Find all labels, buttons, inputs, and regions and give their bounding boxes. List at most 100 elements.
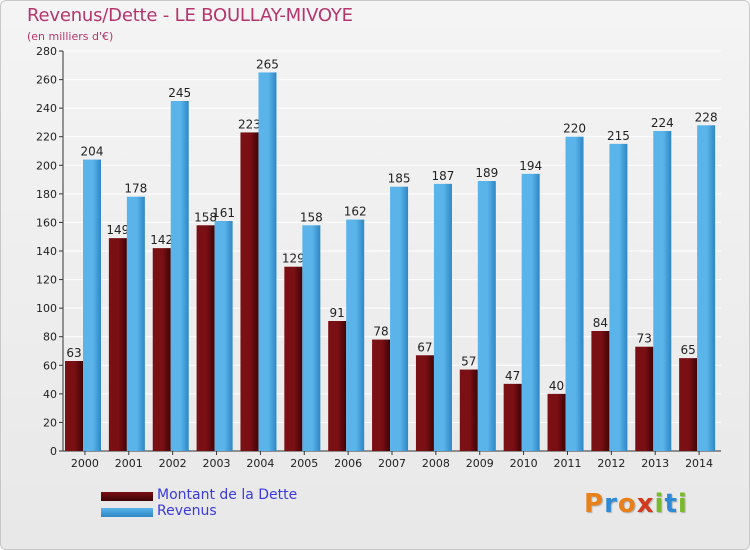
- y-tick-label: 80: [43, 331, 57, 344]
- x-tick-label: 2004: [246, 457, 274, 470]
- bar-debt: [459, 369, 478, 451]
- logo-letter: t: [664, 489, 678, 519]
- x-tick-label: 2005: [290, 457, 318, 470]
- bar-revenue: [521, 173, 540, 451]
- legend-label-revenue: Revenus: [157, 503, 217, 519]
- bar-revenue: [477, 181, 496, 451]
- legend-swatch-revenue: [101, 508, 153, 517]
- x-tick-label: 2011: [553, 457, 581, 470]
- bar-revenue: [433, 183, 452, 451]
- bar-debt: [108, 238, 127, 451]
- data-label-revenue: 224: [651, 116, 674, 130]
- data-label-revenue: 187: [431, 169, 454, 183]
- x-tick-label: 2000: [71, 457, 99, 470]
- logo-letter: i: [677, 489, 688, 519]
- logo-letter: r: [604, 489, 618, 519]
- logo-letter: x: [636, 489, 655, 519]
- data-label-debt: 63: [66, 346, 81, 360]
- x-tick-label: 2002: [159, 457, 187, 470]
- data-label-revenue: 189: [475, 166, 498, 180]
- y-tick-label: 180: [36, 188, 57, 201]
- y-tick-label: 240: [36, 102, 57, 115]
- bar-revenue: [170, 101, 189, 451]
- data-label-revenue: 178: [124, 182, 147, 196]
- y-tick-label: 120: [36, 274, 57, 287]
- x-tick-label: 2007: [378, 457, 406, 470]
- bar-debt: [65, 361, 83, 451]
- proxiti-logo: Proxiti: [584, 489, 688, 519]
- bar-revenue: [214, 221, 233, 451]
- data-label-debt: 129: [282, 252, 305, 266]
- data-label-debt: 223: [238, 117, 261, 131]
- bar-revenue: [346, 219, 365, 451]
- bar-debt: [415, 355, 434, 451]
- y-tick-label: 220: [36, 131, 57, 144]
- bar-revenue: [258, 72, 277, 451]
- y-tick-label: 160: [36, 216, 57, 229]
- data-label-debt: 78: [373, 325, 388, 339]
- x-tick-label: 2010: [510, 457, 538, 470]
- bar-revenue: [609, 143, 628, 451]
- bar-debt: [503, 383, 522, 451]
- y-tick-label: 100: [36, 302, 57, 315]
- logo-letter: i: [654, 489, 665, 519]
- bar-revenue: [565, 136, 584, 451]
- bar-revenue: [653, 131, 672, 451]
- x-tick-label: 2003: [203, 457, 231, 470]
- y-tick-label: 260: [36, 74, 57, 87]
- bar-debt: [679, 358, 698, 451]
- x-tick-label: 2012: [597, 457, 625, 470]
- y-tick-label: 20: [43, 416, 57, 429]
- bar-revenue: [390, 186, 409, 451]
- data-label-debt: 142: [150, 233, 173, 247]
- data-label-revenue: 185: [388, 172, 411, 186]
- data-label-debt: 91: [330, 306, 345, 320]
- data-label-revenue: 194: [519, 159, 542, 173]
- bar-debt: [152, 248, 171, 451]
- data-label-revenue: 162: [344, 205, 367, 219]
- data-label-debt: 65: [680, 343, 695, 357]
- legend-swatch-debt: [101, 492, 153, 501]
- data-label-debt: 73: [637, 332, 652, 346]
- chart-title: Revenus/Dette - LE BOULLAY-MIVOYE: [27, 5, 353, 26]
- x-tick-label: 2013: [641, 457, 669, 470]
- data-label-revenue: 204: [81, 145, 104, 159]
- x-tick-label: 2006: [334, 457, 362, 470]
- bar-debt: [328, 321, 347, 451]
- bar-revenue: [126, 196, 145, 451]
- bar-debt: [284, 266, 303, 451]
- y-tick-label: 140: [36, 245, 57, 258]
- x-tick-label: 2009: [466, 457, 494, 470]
- logo-letter: P: [584, 489, 605, 519]
- logo-letter: o: [617, 489, 637, 519]
- x-tick-label: 2001: [115, 457, 143, 470]
- data-label-debt: 67: [417, 340, 432, 354]
- data-label-revenue: 215: [607, 129, 630, 143]
- y-tick-label: 40: [43, 388, 57, 401]
- bar-revenue: [697, 125, 716, 452]
- chart-subtitle: (en milliers d'€): [27, 30, 114, 43]
- bar-debt: [591, 331, 610, 451]
- bar-debt: [635, 346, 654, 451]
- y-tick-label: 280: [36, 45, 57, 58]
- data-label-debt: 40: [549, 379, 564, 393]
- bar-revenue: [302, 225, 321, 451]
- data-label-revenue: 158: [300, 210, 323, 224]
- bar-debt: [196, 225, 215, 451]
- y-tick-label: 200: [36, 159, 57, 172]
- data-label-debt: 47: [505, 369, 520, 383]
- bar-debt: [372, 339, 391, 451]
- bar-debt: [240, 132, 259, 451]
- x-tick-label: 2014: [685, 457, 713, 470]
- x-tick-label: 2008: [422, 457, 450, 470]
- data-label-revenue: 220: [563, 122, 586, 136]
- bar-revenue: [83, 159, 101, 452]
- data-label-revenue: 228: [695, 110, 718, 124]
- data-label-revenue: 265: [256, 57, 279, 71]
- y-tick-label: 60: [43, 359, 57, 372]
- legend-label-debt: Montant de la Dette: [157, 487, 298, 503]
- y-tick-label: 0: [50, 445, 57, 458]
- data-label-debt: 149: [106, 223, 129, 237]
